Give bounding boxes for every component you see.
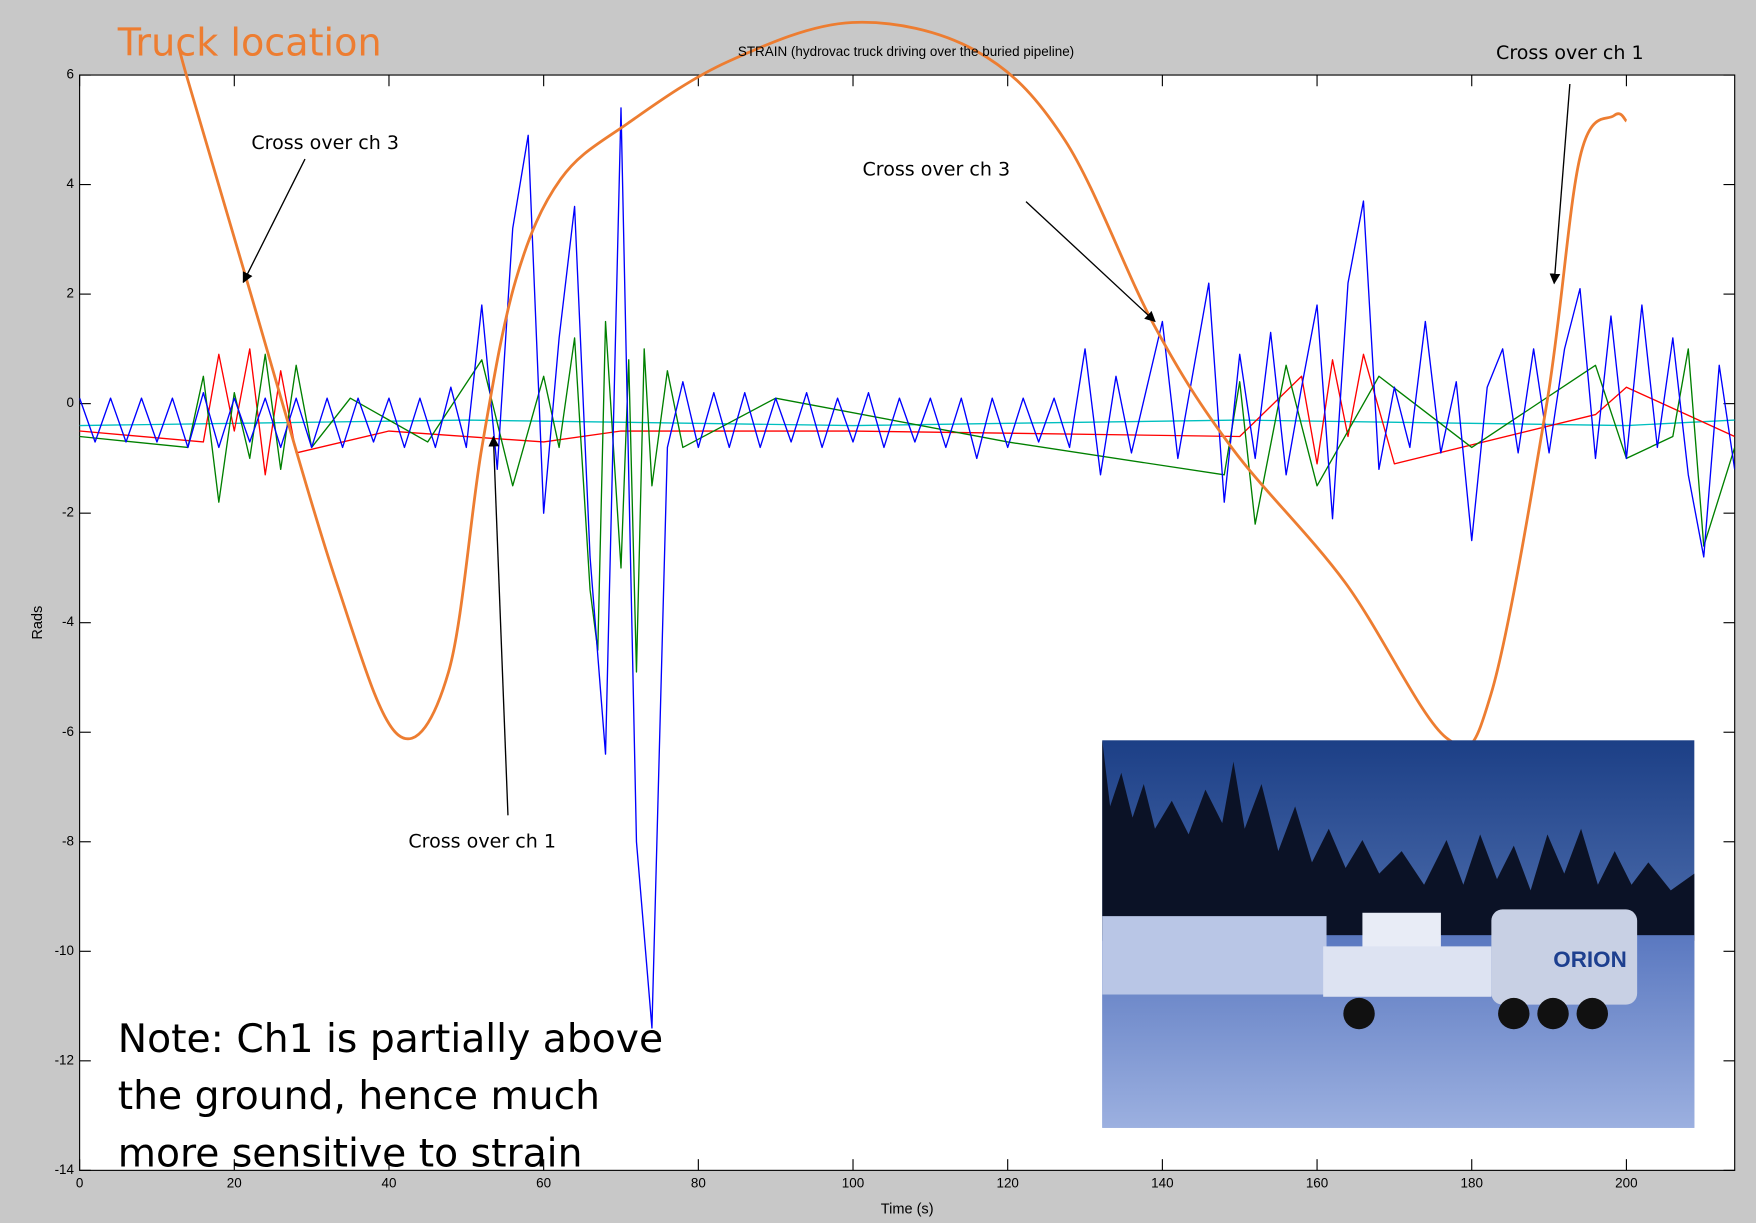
note: the ground, hence much: [118, 1074, 600, 1119]
figure: 020406080100120140160180200-14-12-10-8-6…: [0, 0, 1756, 1223]
x-tick-label: 100: [842, 1175, 864, 1190]
x-tick-label: 20: [227, 1175, 242, 1190]
photo-wheel: [1498, 998, 1529, 1029]
annotation: Cross over ch 1: [1496, 42, 1644, 64]
x-tick-label: 0: [76, 1175, 83, 1190]
page: {"chart_data": {"type": "line", "title":…: [0, 0, 1756, 1223]
x-tick-label: 60: [536, 1175, 551, 1190]
annotation: Cross over ch 3: [863, 159, 1011, 181]
y-axis-label: Rads: [30, 606, 46, 640]
y-tick-label: 2: [67, 286, 74, 301]
chart-title: STRAIN (hydrovac truck driving over the …: [738, 44, 1074, 59]
note: Note: Ch1 is partially above: [118, 1017, 663, 1062]
y-tick-label: -8: [62, 833, 74, 848]
photo-wheel: [1577, 998, 1608, 1029]
note: more sensitive to strain: [118, 1131, 583, 1176]
y-tick-label: -10: [55, 943, 74, 958]
annotation: Cross over ch 3: [251, 132, 399, 154]
x-tick-label: 160: [1306, 1175, 1328, 1190]
y-tick-label: -14: [55, 1162, 75, 1177]
photo-wheel: [1537, 998, 1568, 1029]
y-tick-label: 0: [67, 395, 74, 410]
series-label: Truck location: [117, 20, 382, 64]
photo-trailer: [1102, 916, 1326, 994]
y-tick-label: 6: [67, 67, 74, 82]
x-tick-label: 200: [1615, 1175, 1637, 1190]
x-tick-label: 120: [996, 1175, 1018, 1190]
x-tick-label: 40: [381, 1175, 396, 1190]
annotation: Cross over ch 1: [408, 831, 556, 853]
y-tick-label: -12: [55, 1052, 74, 1067]
y-tick-label: 4: [67, 176, 75, 191]
photo-truck-body: [1323, 946, 1491, 996]
y-tick-label: -6: [62, 724, 74, 739]
photo: ORION: [1102, 740, 1694, 1128]
x-tick-label: 140: [1151, 1175, 1173, 1190]
photo-logo: ORION: [1553, 947, 1626, 972]
x-axis-label: Time (s): [881, 1201, 934, 1217]
x-tick-label: 80: [691, 1175, 706, 1190]
y-tick-label: -2: [62, 505, 74, 520]
x-tick-label: 180: [1461, 1175, 1483, 1190]
photo-wheel: [1343, 998, 1374, 1029]
y-tick-label: -4: [62, 614, 74, 629]
